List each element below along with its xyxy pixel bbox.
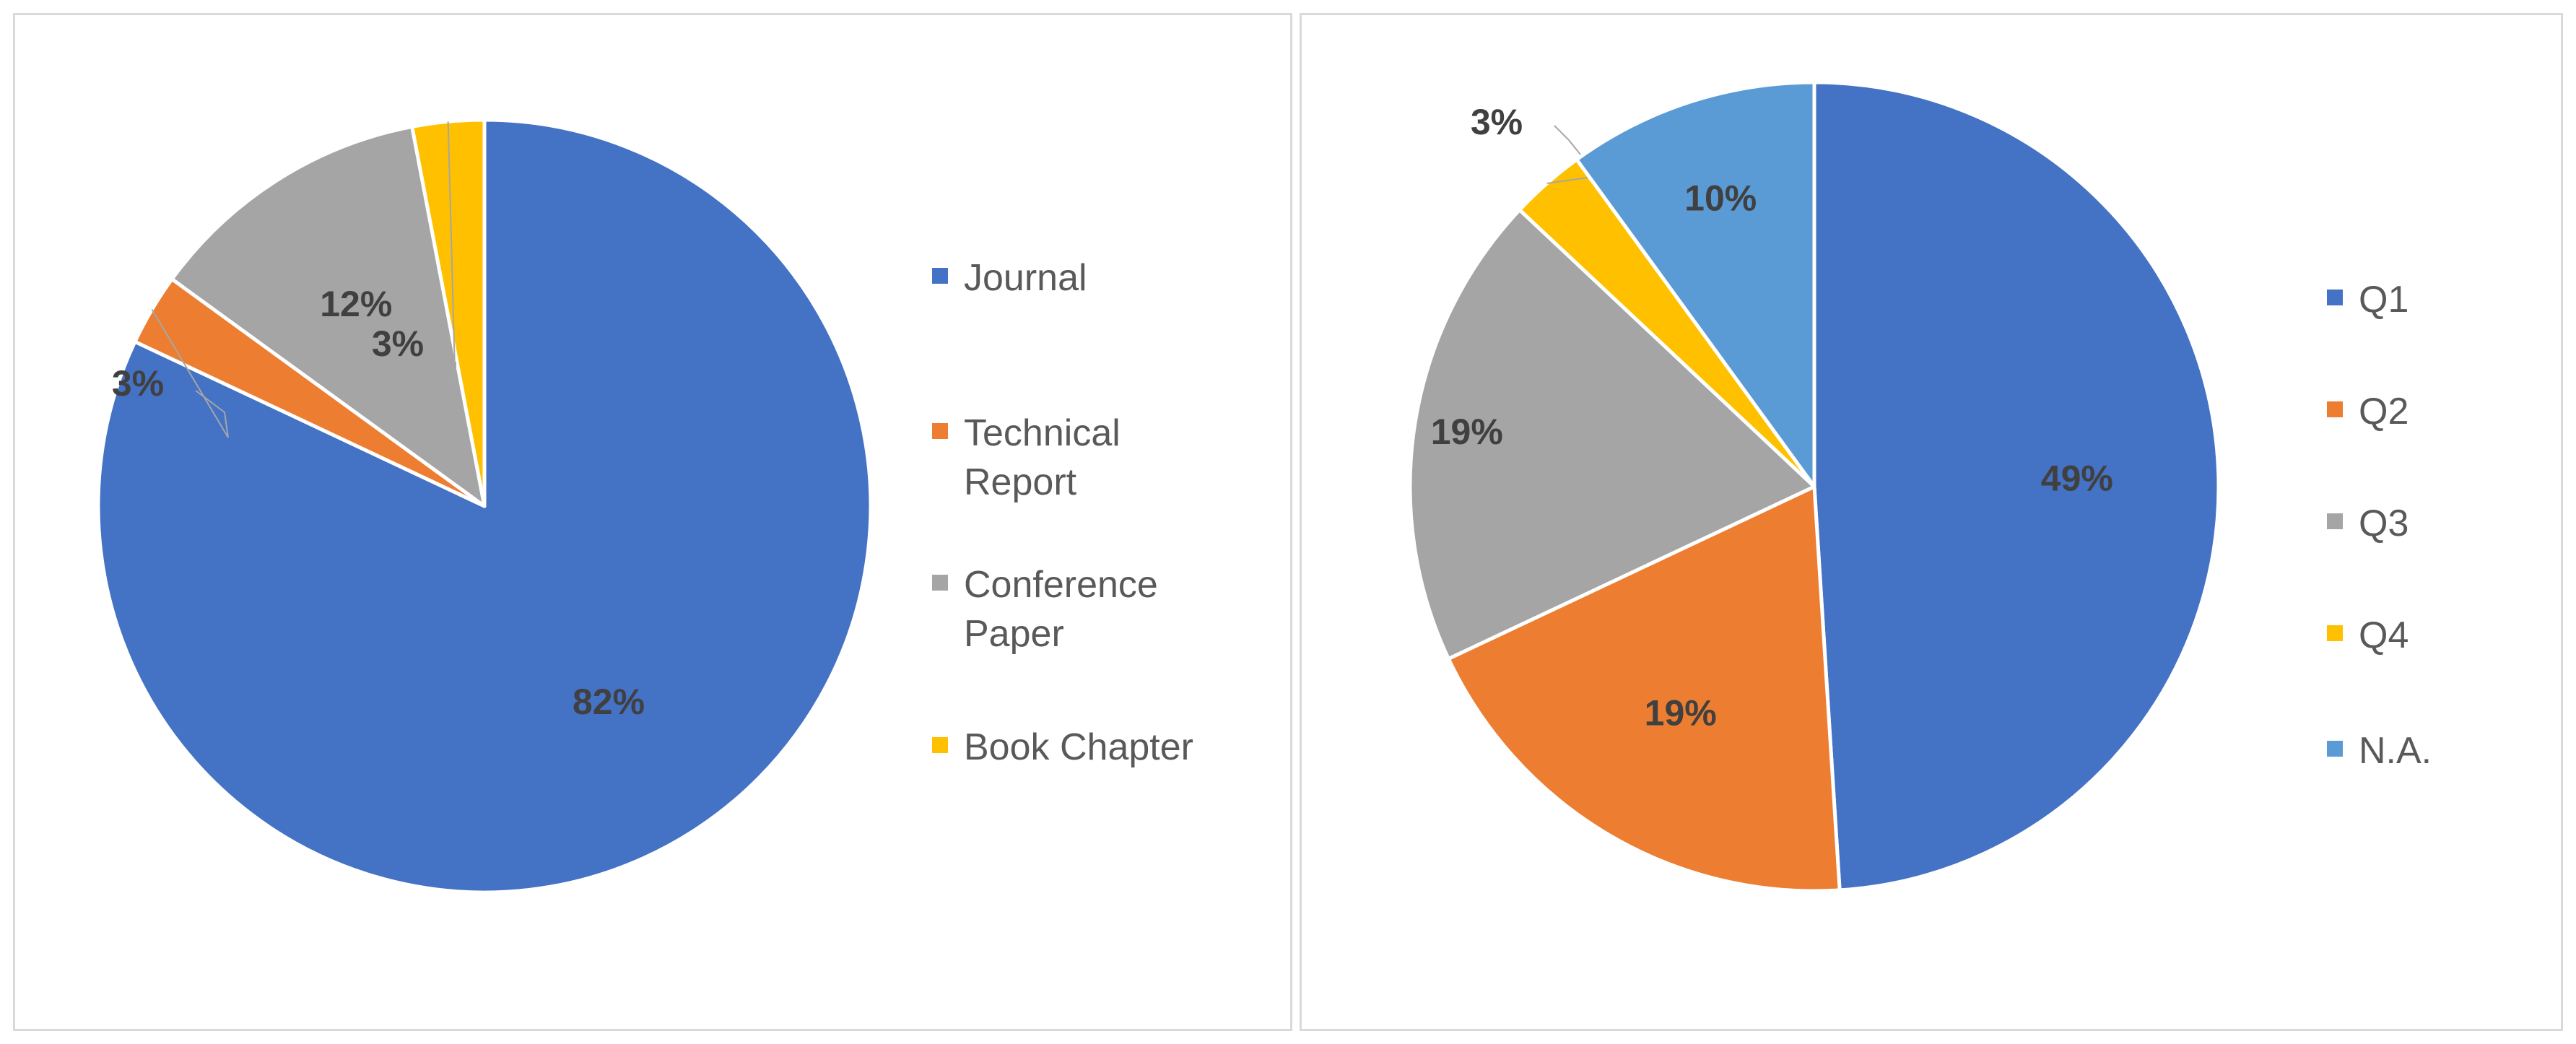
pie-chart-publication-type: 82% 3% 12% 3% Journal Technical Report Confere… <box>13 13 1292 1031</box>
legend-swatch <box>2327 401 2343 417</box>
legend-label: N.A. <box>2359 730 2432 772</box>
pie-slice-n-a <box>1575 80 1816 489</box>
data-label: 49% <box>2041 458 2113 499</box>
legend-label: Conference Paper <box>964 564 1158 655</box>
data-label: 3% <box>1471 102 1523 142</box>
legend-item: Q3 <box>2327 499 2409 548</box>
data-label: 12% <box>320 284 392 324</box>
legend-swatch <box>2327 741 2343 757</box>
pie-slice-q1 <box>1812 80 2221 892</box>
legend-label: Q2 <box>2359 391 2409 432</box>
legend-label: Q4 <box>2359 614 2409 656</box>
legend-item: Q1 <box>2327 275 2409 324</box>
legend-item: Q2 <box>2327 387 2409 436</box>
legend-item: Technical Report <box>932 409 1121 507</box>
legend-label: Q1 <box>2359 279 2409 321</box>
legend-label: Q3 <box>2359 503 2409 544</box>
legend-swatch <box>932 423 948 439</box>
legend-swatch <box>2327 625 2343 641</box>
data-label: 10% <box>1684 178 1757 219</box>
legend-swatch <box>932 575 948 591</box>
legend-label: Technical Report <box>964 412 1121 503</box>
legend-item: Conference Paper <box>932 560 1158 658</box>
legend-label: Journal <box>964 257 1087 299</box>
data-label: 19% <box>1431 412 1503 452</box>
legend-label: Book Chapter <box>964 726 1193 768</box>
leader-line <box>151 309 229 438</box>
data-label: 19% <box>1645 692 1717 733</box>
pie-chart-1-plot: 82%3%12%3% <box>96 118 873 895</box>
legend-item: Book Chapter <box>932 723 1193 772</box>
pie-chart-2-plot: 49% 19% 19% 3% 10% <box>1408 80 2221 893</box>
pie-slice-conference-paper <box>170 124 487 508</box>
pie-slice-book-chapter <box>410 118 487 508</box>
legend-item: Journal <box>932 253 1087 303</box>
data-label: 82% <box>573 682 645 722</box>
legend-swatch <box>932 737 948 753</box>
pie-slice-q2 <box>1446 484 1842 893</box>
legend-swatch <box>932 268 948 284</box>
leader-line <box>447 121 456 399</box>
data-label: 3% <box>372 323 424 364</box>
legend-swatch <box>2327 513 2343 529</box>
pie-chart-quartile: 49% 19% 19% 3% 10% Q1 Q2 Q3 Q4 N.A. <box>1300 13 2563 1031</box>
data-label: 3% <box>112 363 164 404</box>
legend-item: N.A. <box>2327 726 2432 775</box>
legend-item: Q4 <box>2327 611 2409 660</box>
pie-slice-q3 <box>1408 208 1816 661</box>
legend-swatch <box>2327 290 2343 305</box>
